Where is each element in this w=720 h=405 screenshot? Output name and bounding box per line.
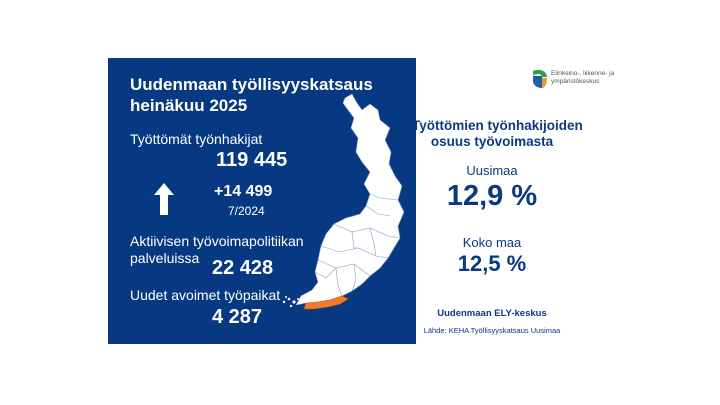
logo-text: Elinkeino-, liikenne- ja ympäristökeskus	[551, 70, 614, 85]
vacancies-label: Uudet avoimet työpaikat	[130, 287, 281, 303]
active-value: 22 428	[212, 257, 274, 279]
source-text: Lähde: KEHA Työllisyyskatsaus Uusimaa	[423, 326, 561, 335]
panel-title: Uudenmaan työllisyyskatsaus heinäkuu 202…	[130, 74, 373, 116]
share-heading-line-1: Työttömien työnhakijoiden	[412, 118, 583, 133]
region-borders	[314, 193, 401, 297]
change-period: 7/2024	[228, 204, 265, 218]
uusimaa-label: Uusimaa	[466, 163, 518, 178]
up-arrow-icon	[154, 183, 174, 215]
active-label-2: palveluissa	[130, 250, 200, 266]
archipelago	[282, 296, 299, 308]
uusimaa-value: 12,9 %	[446, 180, 538, 212]
job-seekers-label: Työttömät työnhakijat	[130, 131, 263, 147]
finland-map	[282, 93, 405, 310]
title-line-1: Uudenmaan työllisyyskatsaus	[130, 75, 373, 94]
logo-line-2: ympäristökeskus	[551, 77, 600, 85]
finland-shape	[295, 93, 405, 306]
koko-maa-label: Koko maa	[462, 235, 522, 250]
vacancies-value: 4 287	[212, 306, 263, 328]
org-name: Uudenmaan ELY-keskus	[437, 308, 547, 319]
job-seekers-value: 119 445	[216, 149, 288, 171]
change-value: +14 499	[214, 183, 273, 200]
share-heading: Työttömien työnhakijoiden osuus työvoima…	[412, 118, 583, 150]
ely-logo-icon	[533, 69, 547, 88]
active-label-1: Aktiivisen työvoimapolitiikan	[130, 233, 304, 249]
koko-maa-value: 12,5 %	[457, 251, 527, 276]
title-line-2: heinäkuu 2025	[130, 96, 248, 115]
share-heading-line-2: osuus työvoimasta	[430, 134, 554, 149]
summary-panel: Uudenmaan työllisyyskatsaus heinäkuu 202…	[108, 58, 416, 344]
logo-line-1: Elinkeino-, liikenne- ja	[551, 70, 615, 77]
uusimaa-region	[303, 295, 349, 310]
